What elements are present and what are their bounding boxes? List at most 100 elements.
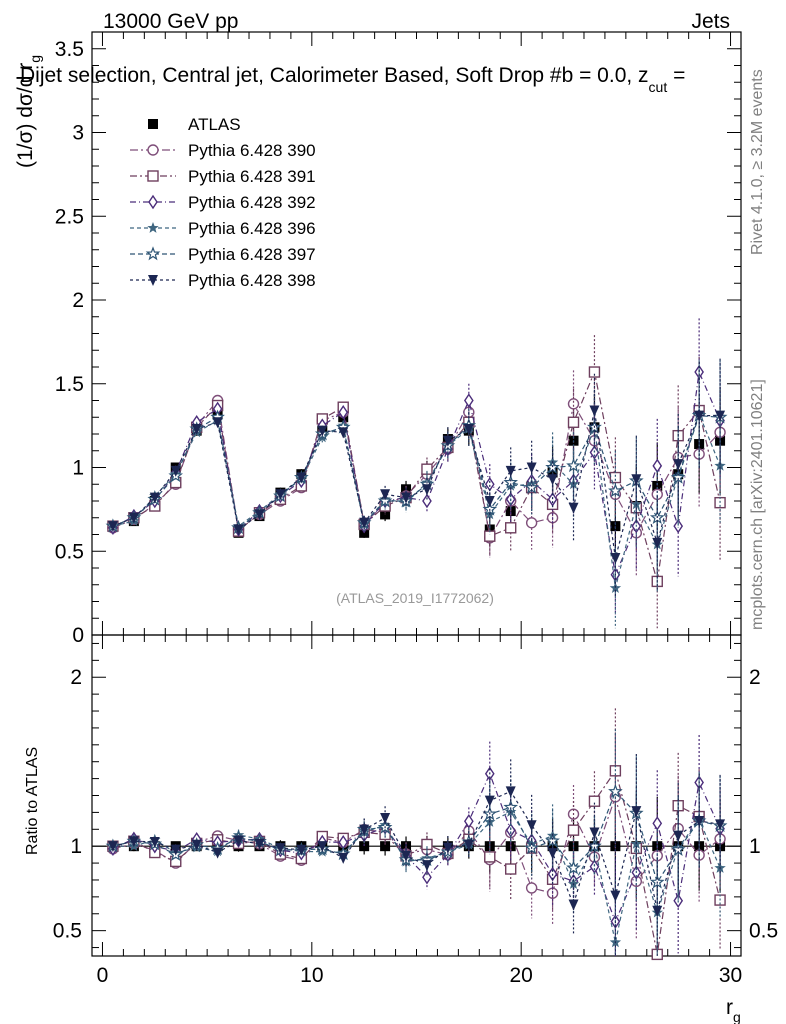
ratio-panel-frame (91, 634, 742, 957)
data-point (463, 393, 474, 408)
ratio-tick-label: 1 (70, 835, 82, 858)
legend-label: Pythia 6.428 391 (188, 167, 316, 186)
ratio-point (128, 836, 139, 848)
legend-marker (148, 275, 158, 286)
ratio-tick-label-right: 0.5 (749, 920, 778, 943)
y-axis-label: (1/σ) dσ/d rg (14, 55, 43, 168)
ratio-point (568, 899, 579, 911)
legend-label: Pythia 6.428 396 (188, 219, 316, 238)
ratio-point (170, 844, 181, 856)
ratio-point (359, 841, 370, 852)
data-point (233, 524, 244, 536)
ratio-point (588, 795, 601, 807)
data-point (670, 469, 686, 484)
ratio-point (233, 835, 244, 847)
legend-label: Pythia 6.428 397 (188, 245, 316, 264)
ratio-line-p392 (112, 772, 721, 924)
plot-title-tail: = (667, 64, 685, 87)
rivet-label: Rivet 4.1.0, ≥ 3.2M events (749, 69, 766, 255)
y-tick-label: 3.5 (55, 38, 84, 61)
ratio-point (715, 819, 726, 831)
x-tick-label: 30 (719, 964, 742, 987)
ratio-point (296, 844, 307, 856)
series-line-p398 (112, 410, 721, 559)
ratio-point (631, 806, 642, 818)
ratio-point (107, 841, 118, 853)
ratio-point (275, 843, 286, 855)
ratio-point (212, 847, 223, 859)
y-tick-label: 3 (72, 122, 84, 145)
data-point (610, 552, 621, 564)
data-point (149, 492, 160, 504)
ratio-point (338, 852, 349, 864)
legend-label: ATLAS (188, 115, 241, 134)
ratio-point (652, 816, 663, 831)
ratio-point (589, 827, 600, 839)
data-point (567, 398, 580, 410)
mcplots-label: mcplots.cern.ch [arXiv:2401.10621] (749, 379, 766, 630)
ratio-point (673, 830, 684, 842)
series-p398 (107, 358, 726, 956)
legend-label: Pythia 6.428 392 (188, 193, 316, 212)
ratio-point (694, 815, 705, 827)
legend-marker (147, 222, 159, 233)
series-line-p397 (112, 414, 721, 529)
y-tick-label: 1 (72, 457, 84, 480)
data-point (652, 458, 663, 474)
analysis-id: (ATLAS_2019_I1772062) (336, 590, 494, 606)
ratio-point (317, 841, 328, 853)
data-point (401, 492, 412, 504)
legend-label: Pythia 6.428 398 (188, 271, 316, 290)
legend-marker (148, 194, 158, 210)
y-tick-label: 0 (72, 624, 84, 647)
ratio-line-p398 (112, 790, 721, 911)
data-point (589, 405, 600, 417)
ratio-point (566, 860, 581, 875)
data-point (191, 423, 202, 435)
ratio-line-p391 (112, 769, 721, 955)
energy-label: 13000 GeV pp (103, 10, 238, 33)
data-point (254, 509, 265, 521)
x-tick-label: 0 (97, 964, 109, 987)
data-point (505, 465, 516, 477)
ratio-point (254, 838, 265, 850)
legend-entry-p396: Pythia 6.428 396 (130, 219, 316, 238)
data-point (631, 474, 642, 486)
legend-label: Pythia 6.428 390 (188, 141, 316, 160)
data-point (482, 501, 498, 516)
ratio-point (484, 851, 496, 863)
ratio-point (484, 795, 495, 807)
data-point (608, 483, 623, 498)
legend-marker (147, 144, 159, 156)
ratio-point (401, 850, 412, 862)
data-point (212, 417, 223, 429)
data-point (694, 410, 705, 422)
plot-title-main: Dijet selection, Central jet, Calorimete… (20, 64, 649, 87)
ratio-point (505, 863, 517, 875)
ratio-point (608, 783, 623, 798)
legend-entry-p397: Pythia 6.428 397 (130, 245, 316, 264)
data-point (568, 502, 579, 514)
ratio-tick-label: 0.5 (53, 920, 82, 943)
ratio-line-p396 (112, 811, 721, 943)
data-point (107, 521, 118, 533)
data-point (484, 496, 495, 507)
ratio-point (359, 824, 370, 836)
series-line-p392 (112, 369, 721, 577)
data-point (588, 366, 601, 378)
data-point (275, 489, 286, 501)
legend-entry-p398: Pythia 6.428 398 (130, 271, 316, 290)
ratio-tick-label-right: 1 (749, 835, 761, 858)
legend-entry-p392: Pythia 6.428 392 (130, 193, 316, 212)
ratio-point (421, 860, 432, 872)
ratio-point (442, 842, 453, 854)
ratio-axis-label: Ratio to ATLAS (24, 747, 41, 855)
ratio-point (380, 841, 391, 852)
data-point (463, 423, 474, 435)
legend-entry-p391: Pythia 6.428 391 (130, 167, 316, 186)
data-point (525, 517, 538, 529)
x-axis-label-sub: g (733, 1009, 741, 1024)
ratio-tick-label-right: 2 (749, 666, 761, 689)
plot-title: Dijet selection, Central jet, Calorimete… (20, 64, 685, 95)
data-point (547, 474, 558, 486)
